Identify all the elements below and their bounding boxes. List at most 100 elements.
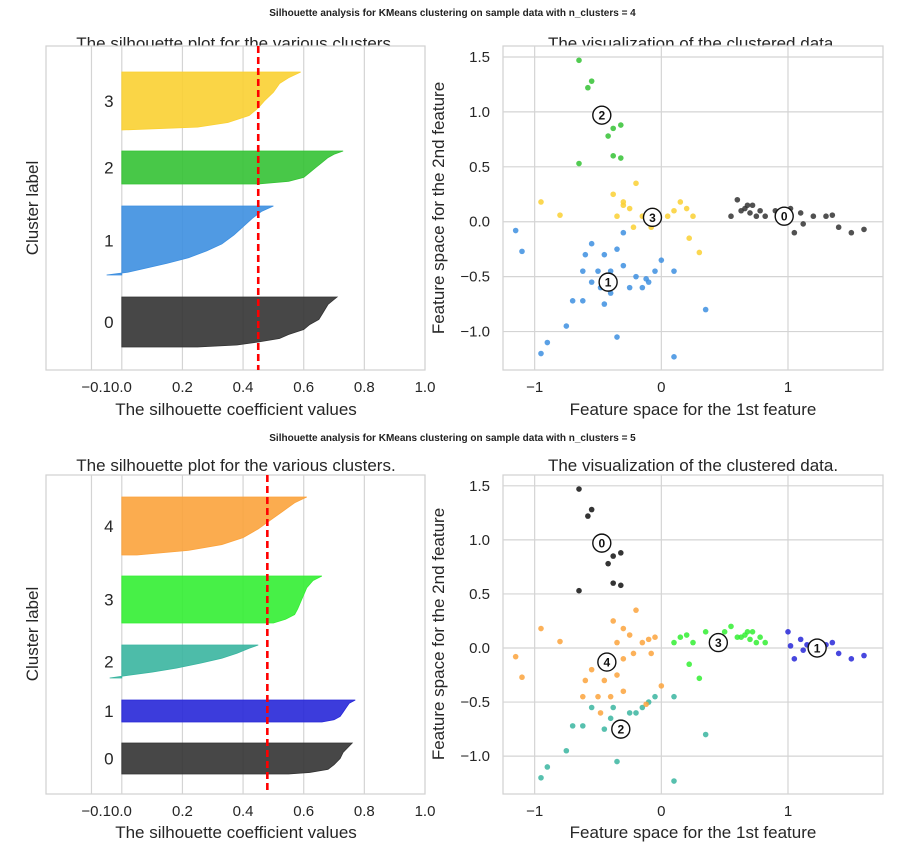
- scatter-ylabel-5: Feature space for the 2nd feature: [429, 508, 448, 760]
- scatter-point-cluster-3: [664, 213, 671, 220]
- scatter-point-cluster-3: [538, 199, 544, 205]
- scatter-ytick-label: 1.5: [469, 478, 490, 495]
- scatter-point-cluster-1: [658, 257, 665, 263]
- scatter-ytick-label: 0.0: [469, 640, 490, 657]
- cluster-center-label: 1: [814, 642, 821, 656]
- scatter-point-cluster-2: [538, 774, 544, 781]
- scatter-point-cluster-4: [620, 688, 627, 695]
- suptitle-5-clusters: Silhouette analysis for KMeans clusterin…: [269, 433, 636, 444]
- scatter-point-cluster-1: [614, 246, 620, 252]
- scatter-point-cluster-0: [618, 550, 624, 556]
- silhouette-xtick-label: 0.4: [233, 803, 254, 820]
- scatter-point-cluster-0: [762, 213, 768, 220]
- scatter-point-cluster-0: [800, 221, 806, 227]
- scatter-point-cluster-2: [605, 133, 611, 139]
- scatter-point-cluster-1: [791, 656, 798, 662]
- scatter-point-cluster-3: [630, 224, 637, 231]
- silhouette-xticks-4: −0.10.0 0.2 0.4 0.6 0.8 1.0: [81, 379, 435, 396]
- scatter-point-cluster-2: [671, 778, 677, 784]
- silhouette-xtick-label: 0.6: [293, 379, 314, 396]
- scatter-point-cluster-4: [614, 672, 620, 678]
- scatter-xtick-label: 1: [784, 379, 792, 396]
- scatter-point-cluster-2: [544, 764, 551, 770]
- cluster-center-marker-0: [592, 533, 612, 553]
- silhouette-band-cluster-3: [121, 575, 323, 624]
- scatter-point-cluster-2: [576, 57, 582, 64]
- scatter-point-cluster-3: [677, 634, 684, 641]
- scatter-point-cluster-2: [563, 747, 570, 754]
- scatter-point-cluster-0: [728, 213, 734, 220]
- scatter-point-cluster-1: [861, 652, 867, 659]
- scatter-point-cluster-0: [610, 580, 616, 586]
- scatter-point-cluster-4: [639, 639, 646, 646]
- scatter-point-cluster-1: [633, 273, 639, 280]
- scatter-point-cluster-2: [610, 704, 616, 711]
- scatter-point-cluster-4: [645, 636, 652, 643]
- scatter-point-cluster-0: [744, 202, 751, 209]
- scatter-ticks-4: −1 0 1 −1.0 −0.5 0.0 0.5 1.0 1.5: [460, 49, 792, 396]
- scatter-point-cluster-0: [576, 486, 582, 492]
- silhouette-ylabel-5: Cluster label: [23, 587, 42, 682]
- silhouette-bands-5: 0 1 2 3 4: [104, 496, 356, 775]
- cluster-center-marker-1: [807, 638, 827, 658]
- scatter-ytick-label: −0.5: [460, 694, 490, 711]
- scatter-point-cluster-1: [800, 647, 806, 653]
- scatter-point-cluster-0: [823, 213, 829, 220]
- cluster-center-label: 2: [598, 109, 605, 123]
- silhouette-plot-5: The silhouette plot for the various clus…: [23, 456, 435, 842]
- scatter-ticks-5: −1 0 1 −1.0 −0.5 0.0 0.5 1.0 1.5: [460, 478, 792, 820]
- scatter-point-cluster-4: [620, 656, 627, 662]
- silhouette-xtick-label: 1.0: [415, 803, 436, 820]
- scatter-point-cluster-0: [861, 226, 867, 233]
- scatter-point-cluster-4: [582, 677, 589, 684]
- cluster-center-marker-3: [708, 632, 729, 653]
- cluster-center-label: 4: [604, 656, 611, 670]
- silhouette-cluster-label: 3: [104, 591, 113, 610]
- scatter-point-cluster-4: [595, 693, 601, 700]
- silhouette-xtick-label: −0.10.0: [81, 379, 131, 396]
- scatter-point-cluster-0: [848, 229, 855, 236]
- silhouette-cluster-label: 1: [104, 232, 113, 251]
- scatter-point-cluster-0: [734, 196, 741, 203]
- scatter-point-cluster-0: [810, 213, 817, 220]
- suptitle-4-clusters: Silhouette analysis for KMeans clusterin…: [269, 8, 636, 19]
- scatter-xtick-label: 1: [784, 803, 792, 820]
- scatter-point-cluster-4: [597, 710, 604, 716]
- silhouette-cluster-label: 2: [104, 653, 113, 672]
- silhouette-cluster-label: 1: [104, 702, 113, 721]
- scatter-xtick-label: −1: [526, 803, 543, 820]
- scatter-point-cluster-4: [620, 625, 627, 632]
- silhouette-band-cluster-2: [121, 150, 344, 185]
- scatter-point-cluster-2: [614, 758, 620, 765]
- scatter-point-cluster-1: [848, 656, 855, 662]
- scatter-point-cluster-2: [626, 710, 633, 716]
- scatter-point-cluster-2: [585, 84, 591, 91]
- scatter-ytick-label: 1.0: [469, 532, 490, 549]
- cluster-center-label: 1: [605, 276, 612, 290]
- scatter-point-cluster-2: [652, 693, 658, 700]
- scatter-point-cluster-1: [582, 251, 589, 258]
- scatter-point-cluster-3: [749, 628, 756, 635]
- scatter-point-cluster-0: [791, 229, 798, 236]
- scatter-point-cluster-0: [749, 202, 756, 209]
- scatter-point-cluster-4: [610, 618, 616, 624]
- scatter-point-cluster-3: [762, 639, 768, 646]
- silhouette-gridlines-5: [90, 475, 426, 794]
- cluster-center-label: 2: [617, 723, 624, 737]
- scatter-point-cluster-1: [643, 276, 649, 282]
- scatter-plot-5: The visualization of the clustered data.…: [429, 456, 884, 842]
- scatter-point-cluster-2: [633, 710, 639, 716]
- scatter-points-4: [512, 57, 867, 360]
- scatter-point-cluster-1: [785, 628, 791, 635]
- cluster-center-marker-1: [598, 272, 618, 292]
- silhouette-band-cluster-4: [121, 496, 307, 556]
- scatter-point-cluster-3: [620, 202, 627, 209]
- scatter-point-cluster-2: [588, 704, 595, 711]
- cluster-center-marker-3: [642, 207, 663, 228]
- scatter-ytick-label: 0.0: [469, 214, 490, 231]
- scatter-point-cluster-3: [696, 249, 703, 256]
- scatter-ytick-label: 1.5: [469, 49, 490, 66]
- scatter-point-cluster-0: [576, 587, 582, 594]
- scatter-point-cluster-1: [588, 279, 595, 285]
- scatter-point-cluster-0: [797, 210, 804, 216]
